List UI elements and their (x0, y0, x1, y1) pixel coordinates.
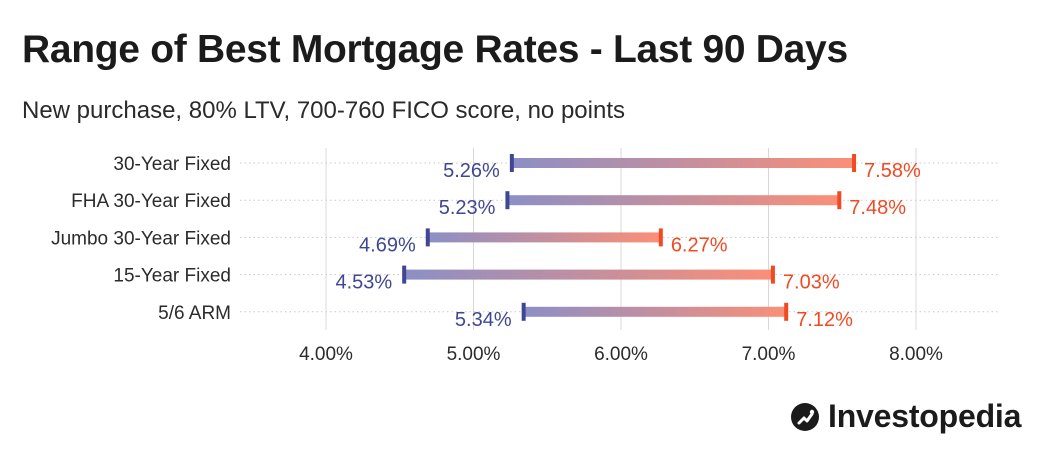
high-marker (837, 191, 842, 210)
low-marker (505, 191, 510, 210)
category-label: Jumbo 30-Year Fixed (51, 228, 231, 249)
low-value-label: 4.69% (359, 234, 416, 256)
low-value-label: 5.26% (443, 160, 500, 182)
investopedia-logo-icon (791, 402, 819, 431)
category-label: FHA 30-Year Fixed (71, 191, 231, 212)
range-bar (523, 306, 787, 317)
low-marker (402, 265, 407, 284)
low-marker (521, 302, 526, 321)
low-value-label: 4.53% (335, 272, 392, 294)
range-bar (404, 269, 773, 280)
range-bar (511, 158, 855, 168)
high-marker (852, 154, 857, 172)
chart-subtitle: New purchase, 80% LTV, 700-760 FICO scor… (22, 97, 625, 124)
low-value-label: 5.34% (455, 309, 512, 331)
low-marker (425, 228, 430, 247)
range-bar (427, 232, 661, 243)
investopedia-logo: Investopedia (790, 398, 1021, 435)
category-label: 15-Year Fixed (113, 266, 231, 287)
high-marker (658, 228, 663, 247)
x-tick-label: 4.00% (299, 344, 353, 365)
brand-name: Investopedia (828, 398, 1022, 434)
high-value-label: 7.58% (864, 160, 921, 182)
category-label: 30-Year Fixed (113, 154, 231, 175)
range-bar (507, 195, 840, 206)
high-value-label: 7.12% (796, 309, 853, 331)
chart-title: Range of Best Mortgage Rates - Last 90 D… (22, 28, 848, 71)
range-bars (402, 154, 857, 321)
high-marker (784, 302, 789, 321)
high-value-label: 7.03% (783, 272, 840, 294)
category-label: 5/6 ARM (158, 303, 231, 324)
data-labels: 30-Year Fixed 5.26% 7.58% FHA 30-Year Fixed… (51, 154, 921, 331)
high-marker (770, 265, 775, 284)
x-tick-label: 8.00% (889, 344, 943, 365)
high-value-label: 6.27% (671, 234, 728, 256)
low-value-label: 5.23% (439, 197, 496, 219)
high-value-label: 7.48% (849, 197, 906, 219)
x-axis: 4.00% 5.00% 6.00% 7.00% 8.00% (299, 344, 943, 365)
x-tick-label: 7.00% (742, 344, 796, 365)
x-tick-label: 5.00% (447, 344, 501, 365)
low-marker (509, 154, 514, 172)
x-tick-label: 6.00% (594, 344, 648, 365)
